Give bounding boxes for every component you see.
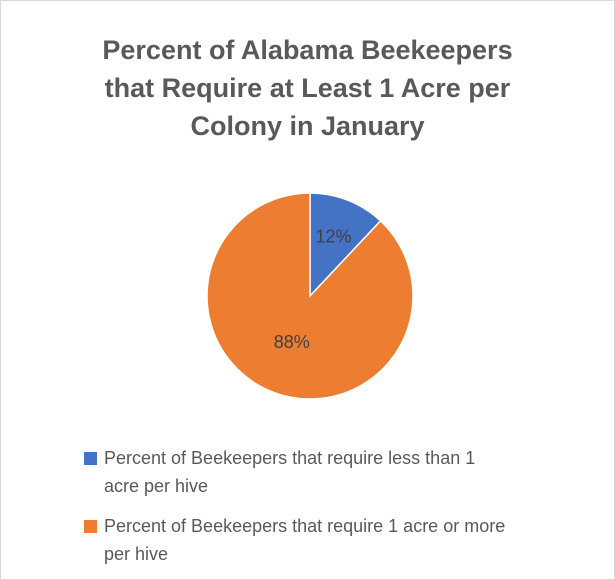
legend-swatch-blue xyxy=(84,452,97,465)
pie-slice-less-than-1-acre[interactable] xyxy=(309,192,382,298)
legend-item-1-acre-or-more[interactable]: Percent of Beekeepers that require 1 acr… xyxy=(84,512,584,568)
legend-item-less-than-1-acre[interactable]: Percent of Beekeepers that require less … xyxy=(84,444,584,500)
chart-title-line-2: that Require at Least 1 Acre per xyxy=(104,73,511,103)
legend-swatch-orange xyxy=(84,520,97,533)
legend-label-line-1: Percent of Beekeepers that require less … xyxy=(104,448,476,468)
data-label-1-acre-or-more: 88% xyxy=(274,332,310,352)
legend-label-line-1: Percent of Beekeepers that require 1 acr… xyxy=(104,516,506,536)
chart-legend: Percent of Beekeepers that require less … xyxy=(84,444,584,580)
data-label-less-than-1-acre: 12% xyxy=(315,227,351,247)
legend-label-line-2: per hive xyxy=(104,544,169,564)
chart-title-line-1: Percent of Alabama Beekeepers xyxy=(102,35,513,65)
legend-label-line-2: acre per hive xyxy=(104,476,209,496)
pie-chart: 12% 88% xyxy=(206,192,414,400)
chart-title-line-3: Colony in January xyxy=(190,111,425,141)
chart-title: Percent of Alabama Beekeepers that Requi… xyxy=(21,31,594,145)
pie-slice-1-acre-or-more[interactable] xyxy=(206,192,414,400)
